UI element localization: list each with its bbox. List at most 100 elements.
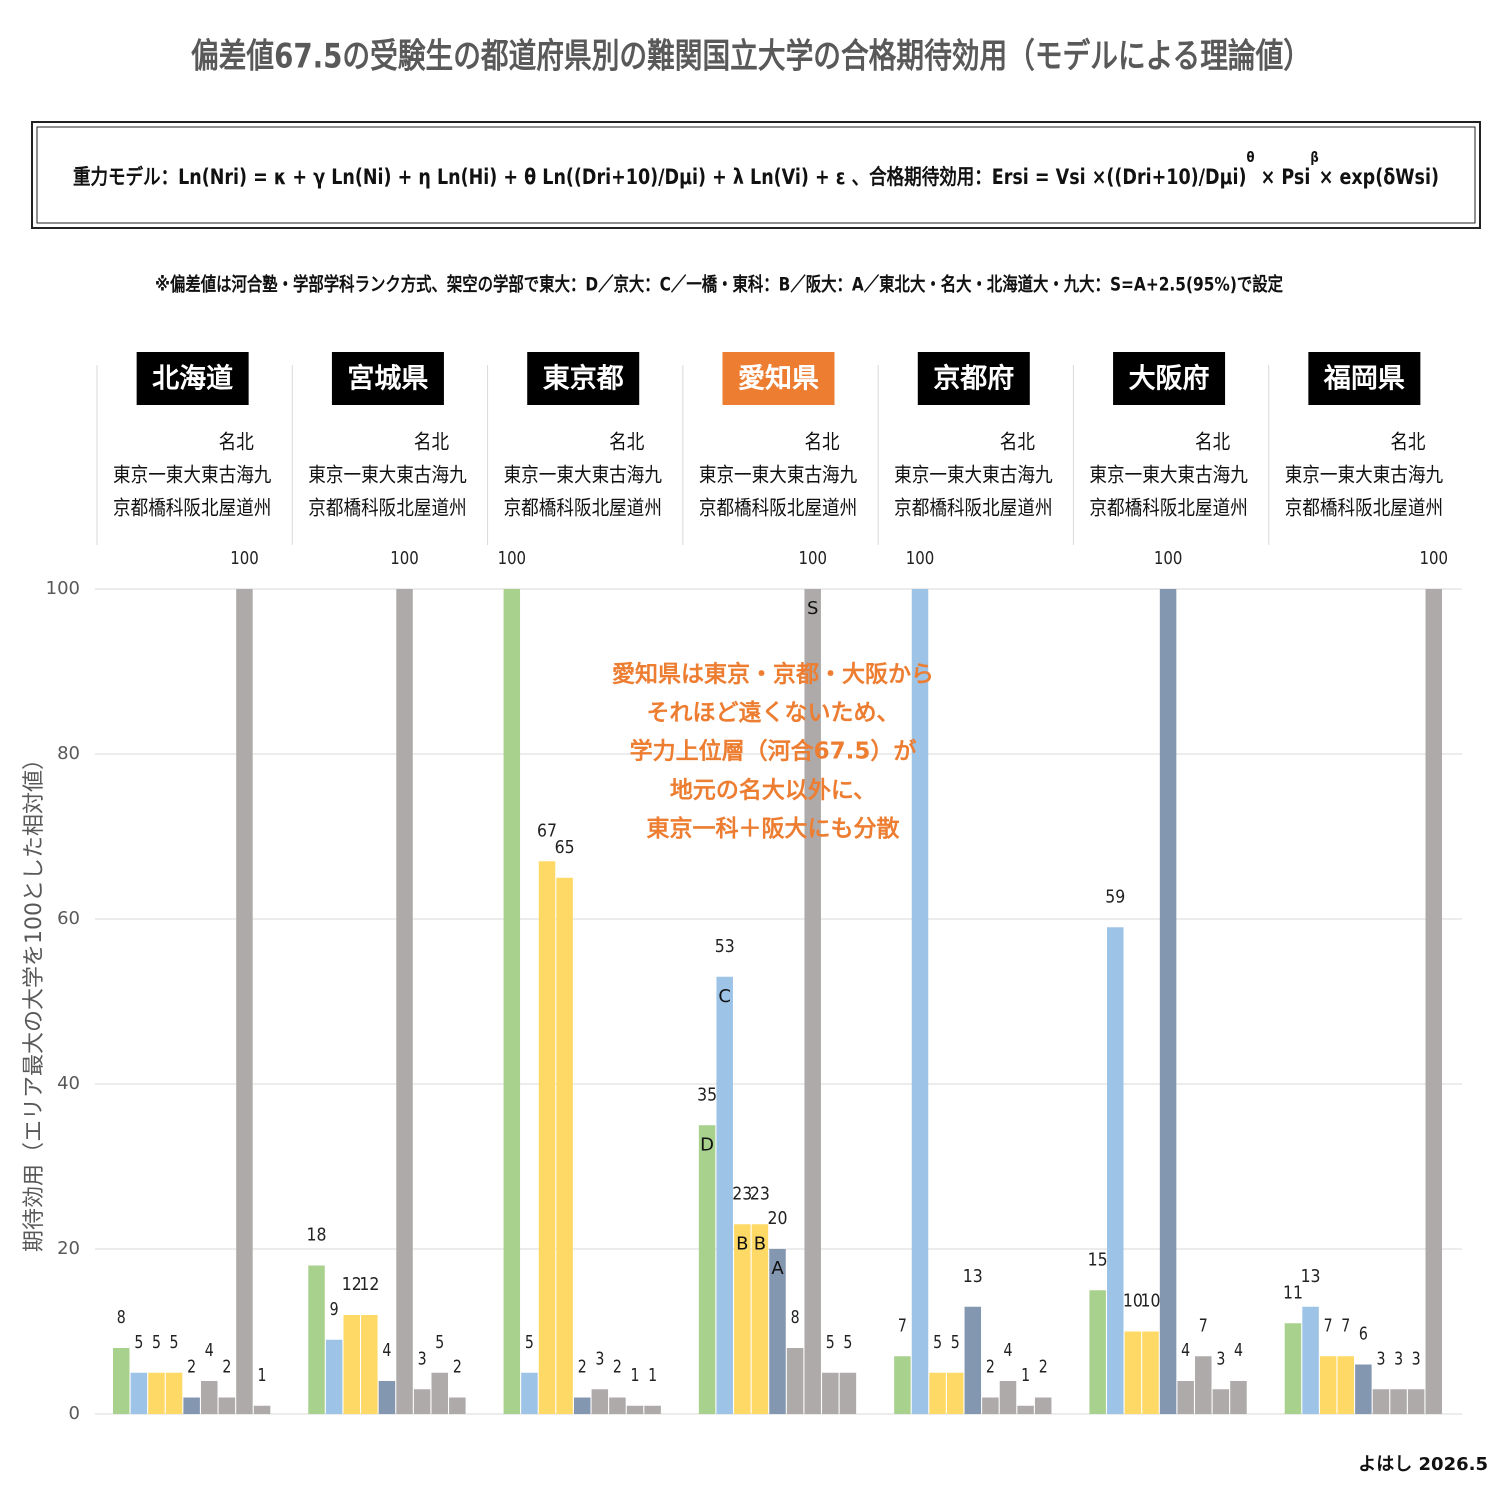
bar xyxy=(716,976,733,1414)
value-label: 7 xyxy=(1324,1315,1333,1336)
bar xyxy=(1142,1331,1159,1414)
value-label: 5 xyxy=(826,1332,835,1353)
value-label: 12 xyxy=(342,1274,362,1295)
group-name: 東京都 xyxy=(543,363,624,395)
bar xyxy=(308,1265,325,1414)
bar xyxy=(786,1348,804,1414)
value-label: 2 xyxy=(453,1357,462,1378)
formula-part: 重力モデル：Ln(Nri) = κ + γ Ln(Ni) + η Ln(Hi) … xyxy=(73,165,1246,189)
university-header: 京都橋科阪北屋道州 xyxy=(699,496,857,520)
note: ※偏差値は河合塾・学部学科ランク方式、架空の学部で東大：D／京大：C／一橋・東科… xyxy=(155,273,1283,296)
grade-label: D xyxy=(700,1134,714,1155)
y-axis-label: 期待効用（エリア最大の大学を100とした相対値） xyxy=(22,748,47,1252)
annotation: 学力上位層（河合67.5）が xyxy=(630,738,917,765)
university-header: 東京一東大東古海九 xyxy=(1089,463,1247,487)
group-name-box xyxy=(1113,352,1226,405)
value-label: 18 xyxy=(307,1225,327,1246)
bar xyxy=(431,1372,448,1414)
y-tick-label: 40 xyxy=(57,1073,80,1094)
university-header: 名北 xyxy=(219,430,254,454)
formula-box-inner xyxy=(36,126,1476,224)
bar xyxy=(1425,589,1443,1414)
value-label: 3 xyxy=(1376,1348,1385,1369)
value-label: 35 xyxy=(697,1084,717,1105)
group-name-box xyxy=(722,352,835,405)
bar xyxy=(1195,1356,1212,1414)
university-header: 名北 xyxy=(1000,430,1035,454)
bar xyxy=(751,1224,769,1414)
bar xyxy=(413,1389,431,1414)
bar xyxy=(1107,927,1124,1414)
value-label: 1 xyxy=(1021,1365,1030,1386)
value-label: 4 xyxy=(1234,1340,1243,1361)
group-name: 京都府 xyxy=(933,363,1014,395)
university-header: 東京一東大東古海九 xyxy=(308,463,466,487)
bar xyxy=(804,589,821,1414)
bar xyxy=(769,1249,786,1414)
group-name-box xyxy=(1308,352,1421,405)
bar xyxy=(626,1405,644,1414)
y-tick-label: 20 xyxy=(57,1238,80,1259)
bar xyxy=(999,1381,1017,1414)
bar xyxy=(503,589,521,1414)
bar xyxy=(1034,1397,1052,1414)
value-label: 2 xyxy=(1039,1357,1048,1378)
value-label: 7 xyxy=(1199,1315,1208,1336)
bar xyxy=(573,1397,591,1414)
bar xyxy=(1407,1389,1425,1414)
bar xyxy=(929,1372,946,1414)
value-label: 1 xyxy=(258,1365,267,1386)
bar xyxy=(946,1372,964,1414)
university-header: 京都橋科阪北屋道州 xyxy=(1285,496,1443,520)
university-header: 東京一東大東古海九 xyxy=(1285,463,1443,487)
bar xyxy=(839,1372,857,1414)
bar xyxy=(183,1397,200,1414)
value-label: 7 xyxy=(898,1315,907,1336)
bar xyxy=(113,1348,130,1414)
y-tick-label: 0 xyxy=(69,1403,80,1424)
university-header: 東京一東大東古海九 xyxy=(504,463,662,487)
bar xyxy=(1355,1364,1372,1414)
value-label: 3 xyxy=(595,1348,604,1369)
value-label: 5 xyxy=(435,1332,444,1353)
bar xyxy=(1390,1389,1407,1414)
university-header: 名北 xyxy=(609,430,644,454)
bar xyxy=(538,861,556,1414)
bar xyxy=(201,1381,218,1414)
value-label: 5 xyxy=(170,1332,179,1353)
y-tick-label: 60 xyxy=(57,908,80,929)
bar xyxy=(609,1397,626,1414)
bar xyxy=(1230,1381,1247,1414)
value-label: 59 xyxy=(1105,886,1125,907)
university-header: 京都橋科阪北屋道州 xyxy=(504,496,662,520)
value-label: 100 xyxy=(230,548,259,569)
value-label: 8 xyxy=(117,1307,126,1328)
value-label: 4 xyxy=(1003,1340,1012,1361)
university-header: 名北 xyxy=(1195,430,1230,454)
value-label: 3 xyxy=(1412,1348,1421,1369)
value-label: 5 xyxy=(134,1332,143,1353)
value-label: 2 xyxy=(187,1357,196,1378)
bar xyxy=(1302,1306,1319,1414)
bar xyxy=(1089,1290,1106,1414)
group-name-box xyxy=(917,352,1030,405)
value-label: 3 xyxy=(1394,1348,1403,1369)
bar xyxy=(1337,1356,1355,1414)
value-label: 100 xyxy=(1154,548,1183,569)
group-name: 福岡県 xyxy=(1323,364,1405,395)
bar xyxy=(449,1397,466,1414)
bar xyxy=(1212,1389,1230,1414)
bar xyxy=(253,1405,271,1414)
grade-label: B xyxy=(754,1233,766,1254)
bar xyxy=(964,1306,982,1414)
university-header: 東京一東大東古海九 xyxy=(113,463,271,487)
university-header: 東京一東大東古海九 xyxy=(699,463,857,487)
annotation: 東京一科＋阪大にも分散 xyxy=(647,815,900,842)
value-label: 53 xyxy=(715,936,735,957)
value-label: 100 xyxy=(498,548,527,569)
bar xyxy=(236,589,253,1414)
grade-label: C xyxy=(718,986,731,1007)
bar xyxy=(1177,1381,1194,1414)
formula-part: × exp(δWsi) xyxy=(1319,165,1439,189)
